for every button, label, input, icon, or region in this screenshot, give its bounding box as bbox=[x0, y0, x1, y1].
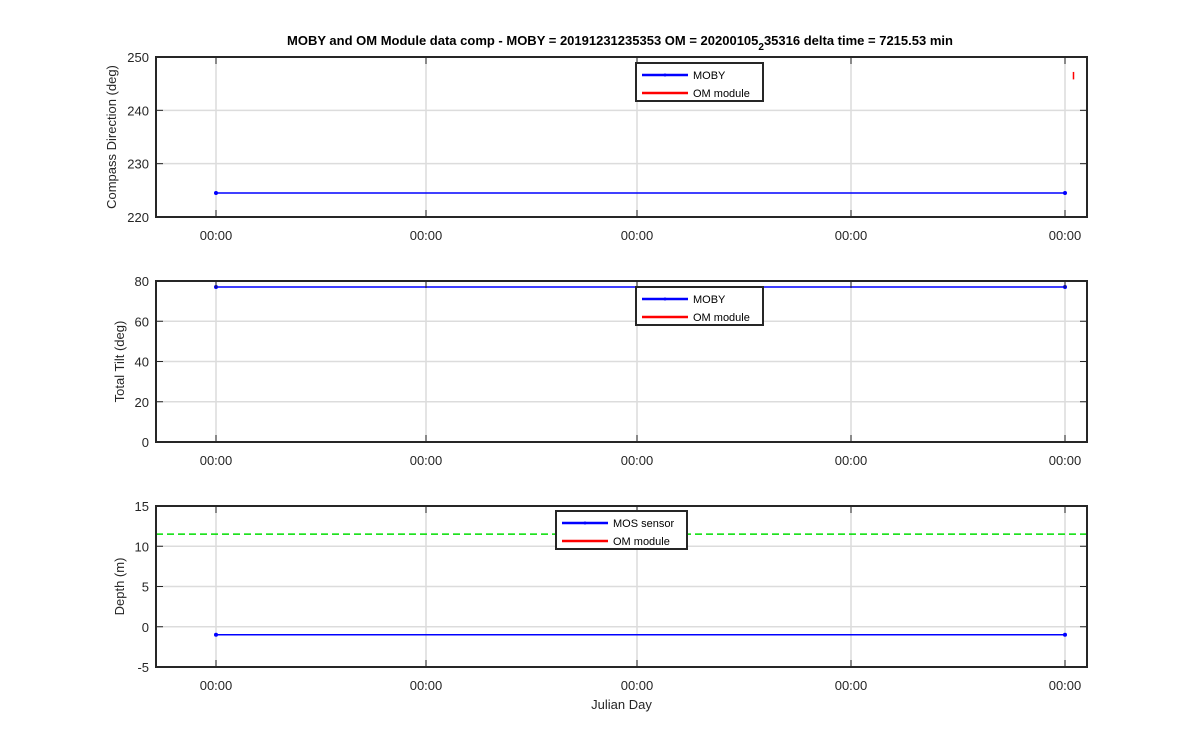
y-tick-label: 0 bbox=[142, 435, 149, 450]
y-tick-label: 10 bbox=[135, 539, 149, 554]
y-tick-label: 220 bbox=[127, 210, 149, 225]
title-subscript: 2 bbox=[758, 42, 764, 53]
y-tick-label: 40 bbox=[135, 355, 149, 370]
y-tick-label: 0 bbox=[142, 620, 149, 635]
legend-entry: OM module bbox=[693, 88, 750, 100]
subplot-3: 00:00 00:00 00:00 00:00 00:00 -5 0 5 10 15 Depth (… bbox=[112, 499, 1088, 712]
legend-entry: OM module bbox=[613, 536, 670, 548]
data-point bbox=[214, 632, 218, 637]
axes-box bbox=[155, 56, 1088, 218]
legend: MOBY OM module bbox=[635, 286, 764, 326]
y-tick-label: 60 bbox=[135, 314, 149, 329]
legend-box bbox=[635, 62, 764, 102]
legend-box bbox=[555, 510, 688, 550]
x-tick-label: 00:00 bbox=[410, 678, 443, 693]
plots: 00:00 00:00 00:00 00:00 00:00 220 230 240 250 Com… bbox=[104, 50, 1088, 712]
x-tick-label: 00:00 bbox=[621, 453, 654, 468]
x-tick-label: 00:00 bbox=[835, 453, 868, 468]
x-tick-label: 00:00 bbox=[835, 678, 868, 693]
y-tick-label: 15 bbox=[135, 499, 149, 514]
title-tail: 35316 delta time = 7215.53 min bbox=[764, 33, 953, 48]
legend-entry: MOBY bbox=[693, 70, 726, 82]
x-tick-label: 00:00 bbox=[200, 228, 233, 243]
y-axis-label: Total Tilt (deg) bbox=[112, 321, 127, 403]
legend-marker bbox=[663, 73, 667, 77]
x-tick-label: 00:00 bbox=[621, 228, 654, 243]
subplot-2: 00:00 00:00 00:00 00:00 00:00 0 20 40 60 80 Total … bbox=[112, 274, 1088, 468]
y-tick-label: 250 bbox=[127, 50, 149, 65]
x-tick-label: 00:00 bbox=[1049, 453, 1082, 468]
y-tick-label: 5 bbox=[142, 580, 149, 595]
y-tick-label: 230 bbox=[127, 157, 149, 172]
x-tick-label: 00:00 bbox=[621, 678, 654, 693]
x-tick-label: 00:00 bbox=[410, 453, 443, 468]
y-axis-label: Depth (m) bbox=[112, 558, 127, 616]
y-axis-label: Compass Direction (deg) bbox=[104, 65, 119, 209]
legend-entry: MOBY bbox=[693, 294, 726, 306]
x-tick-label: 00:00 bbox=[1049, 228, 1082, 243]
legend-entry: OM module bbox=[693, 312, 750, 324]
x-tick-label: 00:00 bbox=[200, 453, 233, 468]
y-tick-label: 240 bbox=[127, 103, 149, 118]
x-tick-label: 00:00 bbox=[200, 678, 233, 693]
legend-marker bbox=[583, 521, 587, 525]
legend-marker bbox=[663, 297, 667, 301]
data-point bbox=[1063, 191, 1067, 195]
title-main: MOBY and OM Module data comp - MOBY = 20… bbox=[287, 33, 758, 48]
y-tick-label: -5 bbox=[137, 660, 149, 675]
legend: MOS sensor OM module bbox=[555, 510, 688, 550]
x-tick-label: 00:00 bbox=[1049, 678, 1082, 693]
x-tick-label: 00:00 bbox=[835, 228, 868, 243]
figure-title: MOBY and OM Module data comp - MOBY = 20… bbox=[287, 33, 953, 53]
data-point bbox=[214, 191, 218, 195]
x-axis-label: Julian Day bbox=[591, 697, 652, 712]
legend-box bbox=[635, 286, 764, 326]
subplot-1: 00:00 00:00 00:00 00:00 00:00 220 230 240 250 Com… bbox=[104, 50, 1088, 243]
y-tick-label: 80 bbox=[135, 274, 149, 289]
y-tick-label: 20 bbox=[135, 395, 149, 410]
legend-entry: MOS sensor bbox=[613, 518, 674, 530]
x-tick-label: 00:00 bbox=[410, 228, 443, 243]
data-point bbox=[1063, 632, 1067, 637]
legend: MOBY OM module bbox=[635, 62, 764, 102]
